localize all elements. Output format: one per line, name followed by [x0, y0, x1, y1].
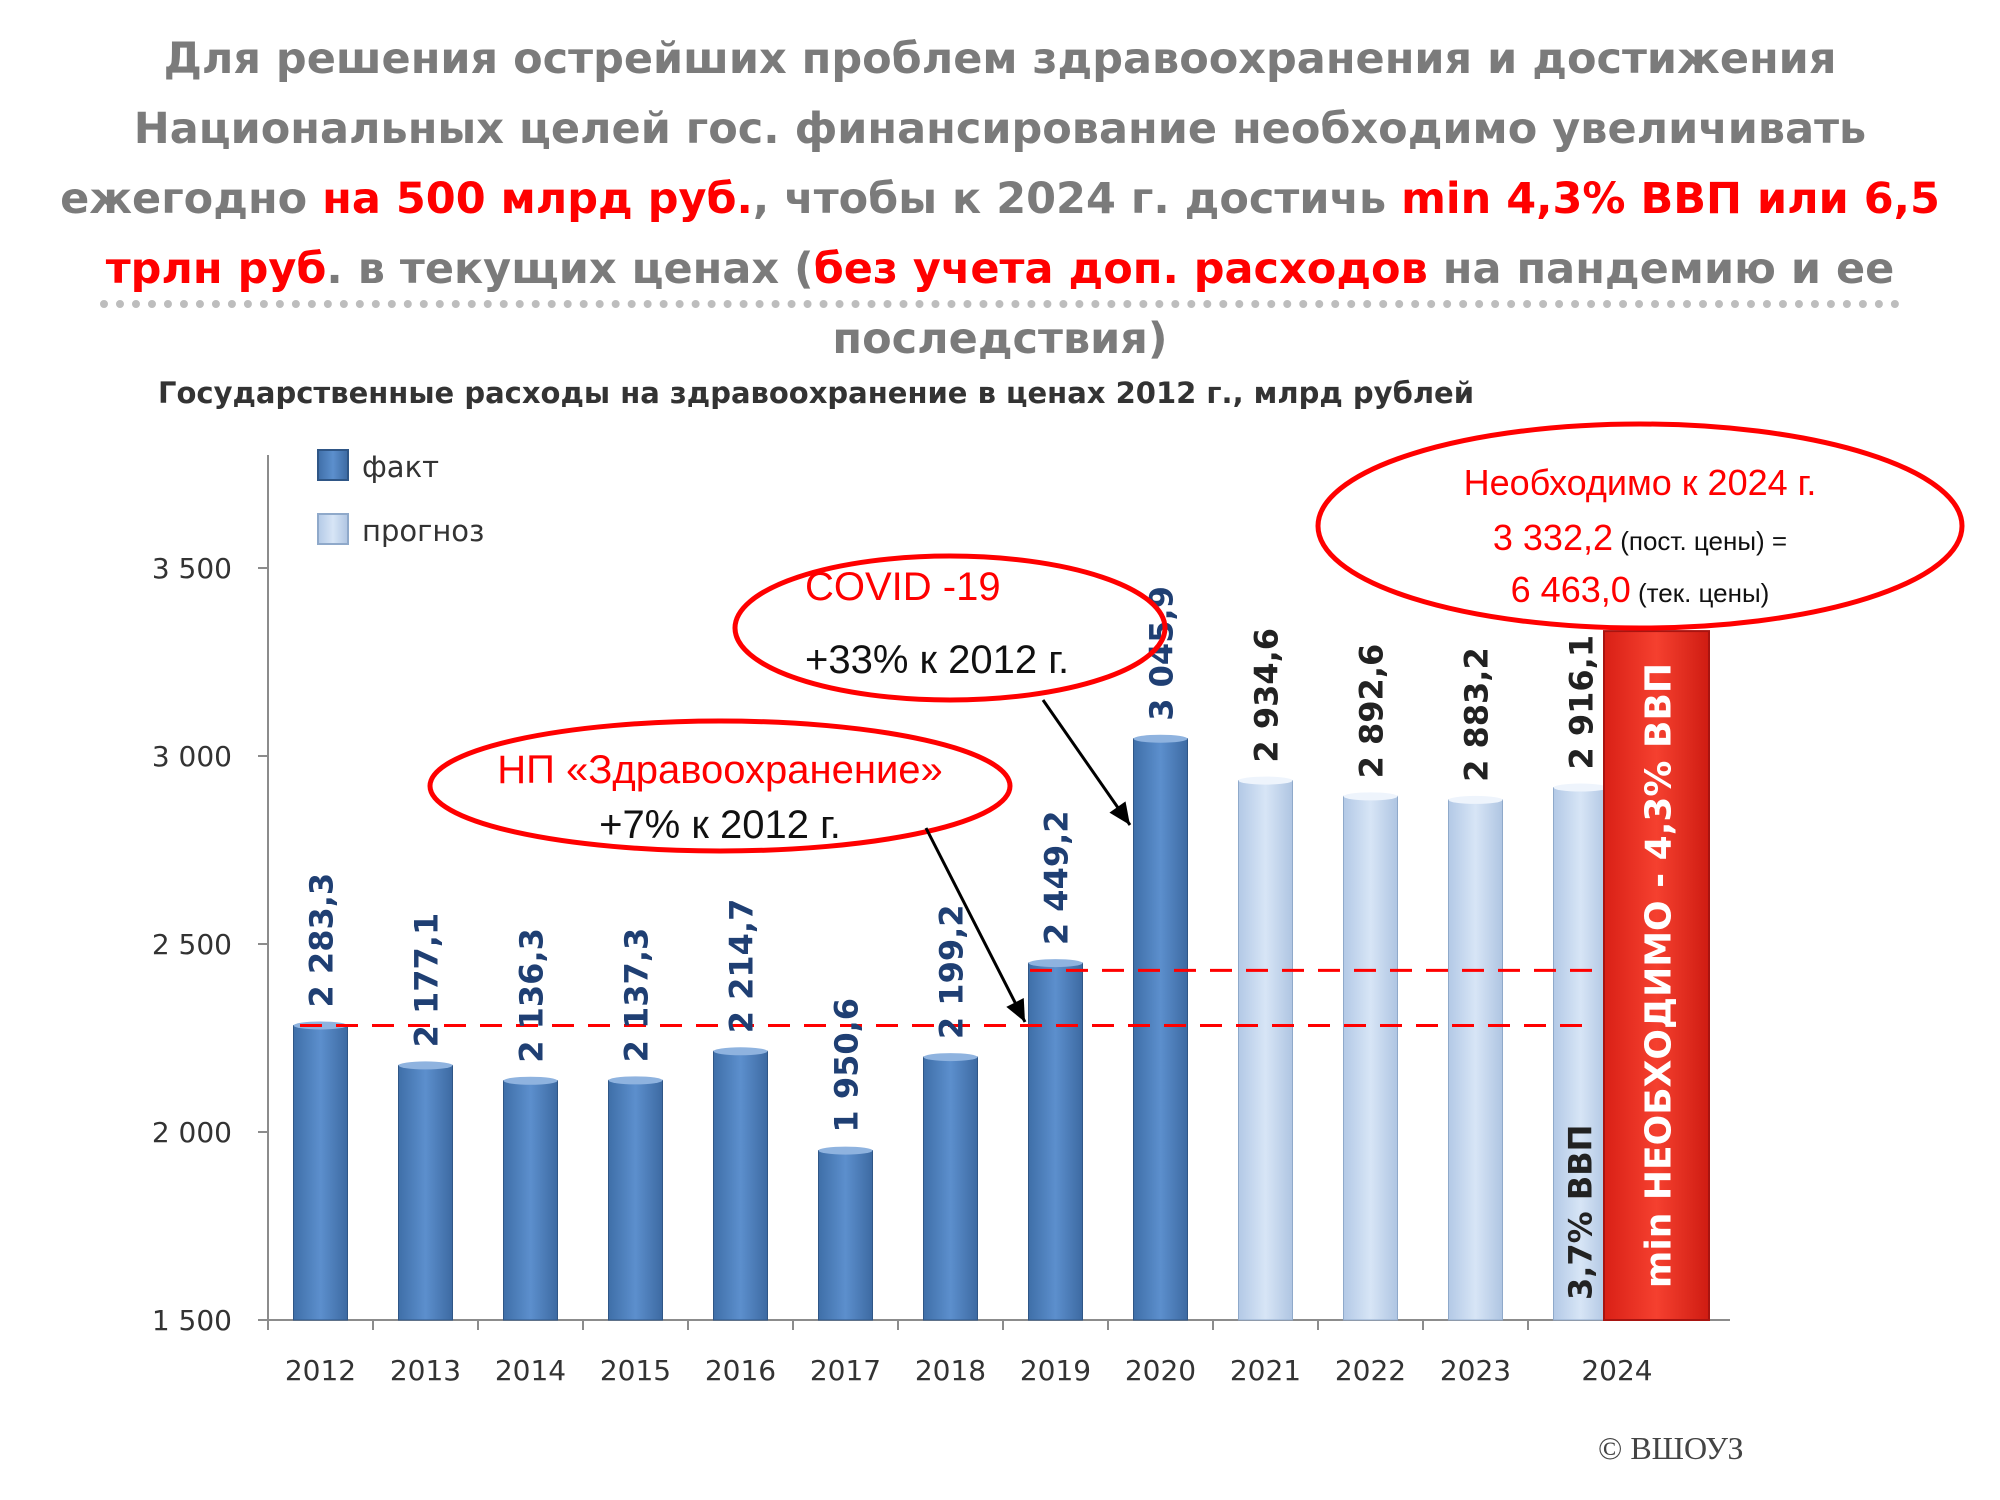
np-arrow-head	[1006, 998, 1025, 1022]
headline-part-2: на 500 млрд руб.	[322, 174, 753, 224]
bar-cap	[1553, 783, 1608, 792]
needed-value-constant-note: (пост. цены) =	[1613, 526, 1787, 556]
bar-прогноз-2024	[1553, 787, 1608, 1321]
required-bar-label: min НЕОБХОДИМО - 4,3% ВВП	[1639, 663, 1680, 1288]
y-tick-label: 3 500	[152, 552, 232, 585]
annotations: COVID -19 +33% к 2012 г. НП «Здравоохранен…	[427, 421, 1965, 1023]
y-tick-label: 2 000	[152, 1116, 232, 1149]
chart-axes: 1 500 2 000 2 500 3 000 3 500 2012 2013 2014 201…	[152, 455, 1730, 1387]
data-labels: 2 283,3 2 177,1 2 136,3 2 137,3 2 214,7 1 950…	[303, 586, 1680, 1300]
legend-swatch-1	[317, 449, 349, 481]
data-label: 2 883,2	[1458, 647, 1496, 782]
x-tick-label: 2015	[600, 1354, 671, 1387]
headline-part-6: без учета доп. расходов	[813, 244, 1428, 294]
legend-label-2: прогноз	[362, 514, 484, 548]
bar-cap	[1028, 959, 1083, 968]
x-tick-label: 2022	[1335, 1354, 1406, 1387]
needed-value-constant-number: 3 332,2	[1493, 517, 1613, 558]
x-tick-label: 2023	[1440, 1354, 1511, 1387]
x-tick-label: 2018	[915, 1354, 986, 1387]
x-tick-label: 2012	[285, 1354, 356, 1387]
data-label: 2 934,6	[1248, 628, 1286, 763]
data-label: 2 892,6	[1353, 644, 1391, 779]
bar-факт-2017	[818, 1150, 873, 1321]
covid-growth: +33% к 2012 г.	[805, 638, 1069, 682]
bar-cap	[1133, 734, 1188, 743]
covid-title: COVID -19	[805, 565, 1001, 609]
chart-title: Государственные расходы на здравоохранен…	[158, 376, 1475, 410]
y-tick-label: 2 500	[152, 928, 232, 961]
bar-cap	[608, 1076, 663, 1085]
legend-label-1: факт	[362, 450, 439, 484]
covid-arrow-head	[1109, 801, 1130, 825]
headline-part-3: , чтобы к 2024 г. достичь	[752, 174, 1402, 224]
data-label: 2 214,7	[723, 899, 761, 1034]
headline-part-7: на пандемию и ее последствия)	[832, 244, 1895, 364]
bar-факт-2012	[293, 1024, 348, 1321]
bar-факт-2019	[1028, 962, 1083, 1321]
bar-факт-2013	[398, 1064, 453, 1321]
x-tick-label: 2014	[495, 1354, 566, 1387]
forecast-2024-gdp-label: 3,7% ВВП	[1562, 1125, 1600, 1300]
bar-прогноз-2021	[1238, 780, 1293, 1321]
headline: Для решения острейших проблем здравоохра…	[20, 24, 1980, 374]
headline-part-1: Для решения острейших проблем здравоохра…	[60, 34, 1867, 224]
needed-value-constant: 3 332,2 (пост. цены) =	[1493, 517, 1787, 558]
covid-arrow-shaft	[1041, 699, 1132, 826]
data-label: 2 283,3	[303, 873, 341, 1008]
chart-bars	[293, 630, 1710, 1321]
bar-прогноз-2022	[1343, 795, 1398, 1321]
bar-cap	[818, 1146, 873, 1155]
needed-value-current-note: (тек. цены)	[1631, 578, 1770, 608]
x-tick-label: 2021	[1230, 1354, 1301, 1387]
bar-cap	[1238, 776, 1293, 785]
x-tick-label: 2017	[810, 1354, 881, 1387]
needed-title: Необходимо к 2024 г.	[1464, 462, 1817, 503]
needed-ellipse	[1315, 421, 1965, 631]
bar-required-2024	[1603, 630, 1710, 1321]
x-tick-label: 2024	[1581, 1354, 1652, 1387]
data-label: 2 449,2	[1038, 810, 1076, 945]
bar-cap	[1448, 795, 1503, 804]
data-label: 2 177,1	[408, 913, 446, 1048]
data-label: 2 199,2	[933, 904, 971, 1039]
needed-value-current: 6 463,0 (тек. цены)	[1511, 569, 1770, 610]
bar-факт-2020	[1133, 738, 1188, 1321]
data-label: 2 137,3	[618, 928, 656, 1063]
data-label: 1 950,6	[828, 998, 866, 1133]
x-tick-label: 2019	[1020, 1354, 1091, 1387]
bar-факт-2016	[713, 1050, 768, 1321]
bar-cap	[398, 1061, 453, 1070]
bar-cap	[503, 1076, 558, 1085]
bar-факт-2018	[923, 1056, 978, 1321]
y-tick-label: 1 500	[152, 1304, 232, 1337]
reference-lines	[300, 968, 1596, 1027]
data-label: 2 916,1	[1563, 635, 1601, 770]
x-tick-label: 2016	[705, 1354, 776, 1387]
x-tick-label: 2013	[390, 1354, 461, 1387]
bar-факт-2014	[503, 1080, 558, 1321]
covid-ellipse	[732, 553, 1168, 703]
chart-legend: факт прогноз	[317, 449, 484, 548]
np-title: НП «Здравоохранение»	[497, 748, 943, 792]
data-label: 2 136,3	[513, 928, 551, 1063]
copyright: © ВШОУЗ	[1598, 1430, 1744, 1466]
headline-part-5: . в текущих ценах (	[326, 244, 814, 294]
bar-факт-2015	[608, 1079, 663, 1321]
np-ellipse	[427, 718, 1013, 854]
dotted-divider	[100, 300, 1900, 308]
bar-cap	[1343, 792, 1398, 801]
bar-прогноз-2023	[1448, 799, 1503, 1321]
x-tick-label: 2020	[1125, 1354, 1196, 1387]
needed-value-current-number: 6 463,0	[1511, 569, 1631, 610]
legend-swatch-2	[317, 513, 349, 545]
bar-cap	[923, 1053, 978, 1062]
y-tick-label: 3 000	[152, 740, 232, 773]
headline-part-4: min 4,3% ВВП или 6,5 трлн руб	[105, 174, 1940, 294]
np-arrow-shaft	[924, 827, 1027, 1023]
bar-cap	[713, 1047, 768, 1056]
np-growth: +7% к 2012 г.	[599, 803, 841, 847]
